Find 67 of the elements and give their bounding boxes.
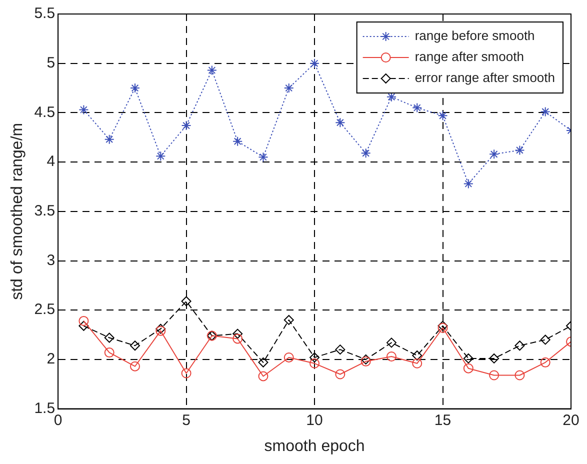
x-tick-label: 10 — [306, 412, 323, 429]
point — [181, 368, 192, 378]
point — [514, 370, 525, 380]
legend-label: error range after smooth — [414, 70, 556, 86]
point — [438, 110, 448, 121]
point — [181, 120, 192, 131]
y-tick-label: 4 — [46, 153, 56, 170]
point — [463, 353, 474, 364]
x-axis-title: smooth epoch — [264, 438, 365, 455]
x-tick-label: 5 — [182, 412, 190, 429]
point — [514, 340, 525, 351]
point — [489, 353, 500, 364]
point — [412, 350, 422, 360]
point — [310, 352, 320, 362]
point — [78, 104, 89, 115]
point — [335, 369, 346, 380]
point — [104, 348, 114, 358]
point — [360, 148, 371, 158]
point — [130, 340, 140, 351]
point — [540, 106, 550, 117]
y-tick-label: 1.5 — [34, 400, 56, 417]
x-tick-label: 20 — [562, 412, 580, 429]
point — [232, 136, 243, 146]
point — [489, 149, 500, 160]
point — [206, 65, 217, 76]
point — [489, 370, 500, 380]
point — [310, 358, 320, 368]
point — [78, 316, 89, 326]
point — [130, 361, 140, 372]
point — [78, 320, 89, 331]
point — [284, 83, 294, 94]
point — [514, 145, 525, 156]
point — [232, 328, 243, 339]
point — [412, 102, 422, 113]
point — [463, 363, 474, 374]
legend-label: range before smooth — [414, 28, 535, 44]
y-tick-label: 4.5 — [34, 104, 56, 121]
x-tick-label: 0 — [54, 412, 62, 429]
point — [386, 338, 396, 348]
point — [104, 332, 114, 343]
point — [412, 358, 422, 368]
point — [258, 152, 268, 162]
point — [310, 58, 320, 68]
point — [284, 314, 294, 325]
point — [284, 352, 294, 362]
point — [181, 296, 192, 306]
y-tick-label: 5 — [46, 54, 56, 72]
legend-label: range after smooth — [414, 49, 524, 64]
point — [386, 351, 396, 362]
x-tick-label: 15 — [434, 412, 452, 429]
point — [156, 151, 166, 162]
point — [258, 371, 268, 382]
y-tick-label: 5.5 — [34, 5, 56, 22]
y-tick-label: 2 — [46, 350, 56, 368]
point — [258, 357, 268, 368]
point — [130, 83, 140, 94]
y-tick-label: 3.5 — [34, 202, 56, 220]
y-tick-label: 2.5 — [34, 301, 56, 318]
point — [335, 344, 346, 355]
point — [540, 357, 550, 368]
point — [104, 134, 114, 144]
point — [335, 118, 346, 128]
point — [463, 178, 474, 189]
y-axis-title: std of smoothed range/m — [9, 122, 26, 300]
point — [540, 334, 550, 345]
point — [232, 334, 243, 344]
y-tick-label: 3 — [46, 252, 56, 269]
